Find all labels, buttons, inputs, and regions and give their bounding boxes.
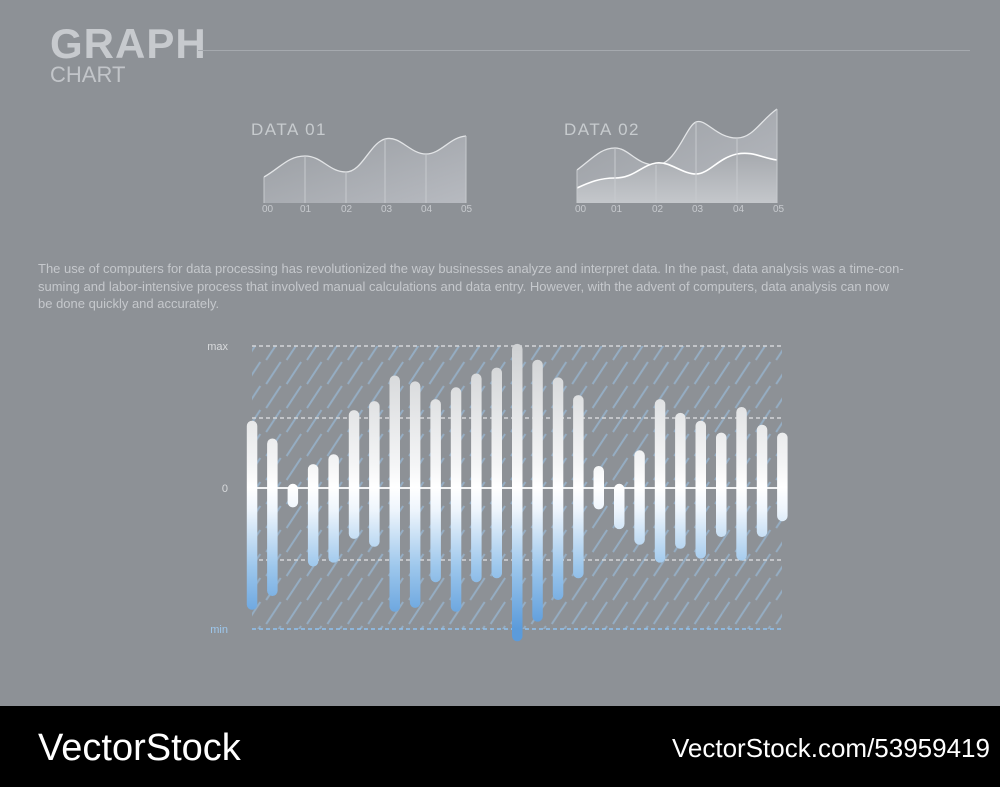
svg-text:max: max <box>207 341 228 353</box>
svg-text:min: min <box>210 624 228 636</box>
svg-text:0: 0 <box>222 483 228 495</box>
